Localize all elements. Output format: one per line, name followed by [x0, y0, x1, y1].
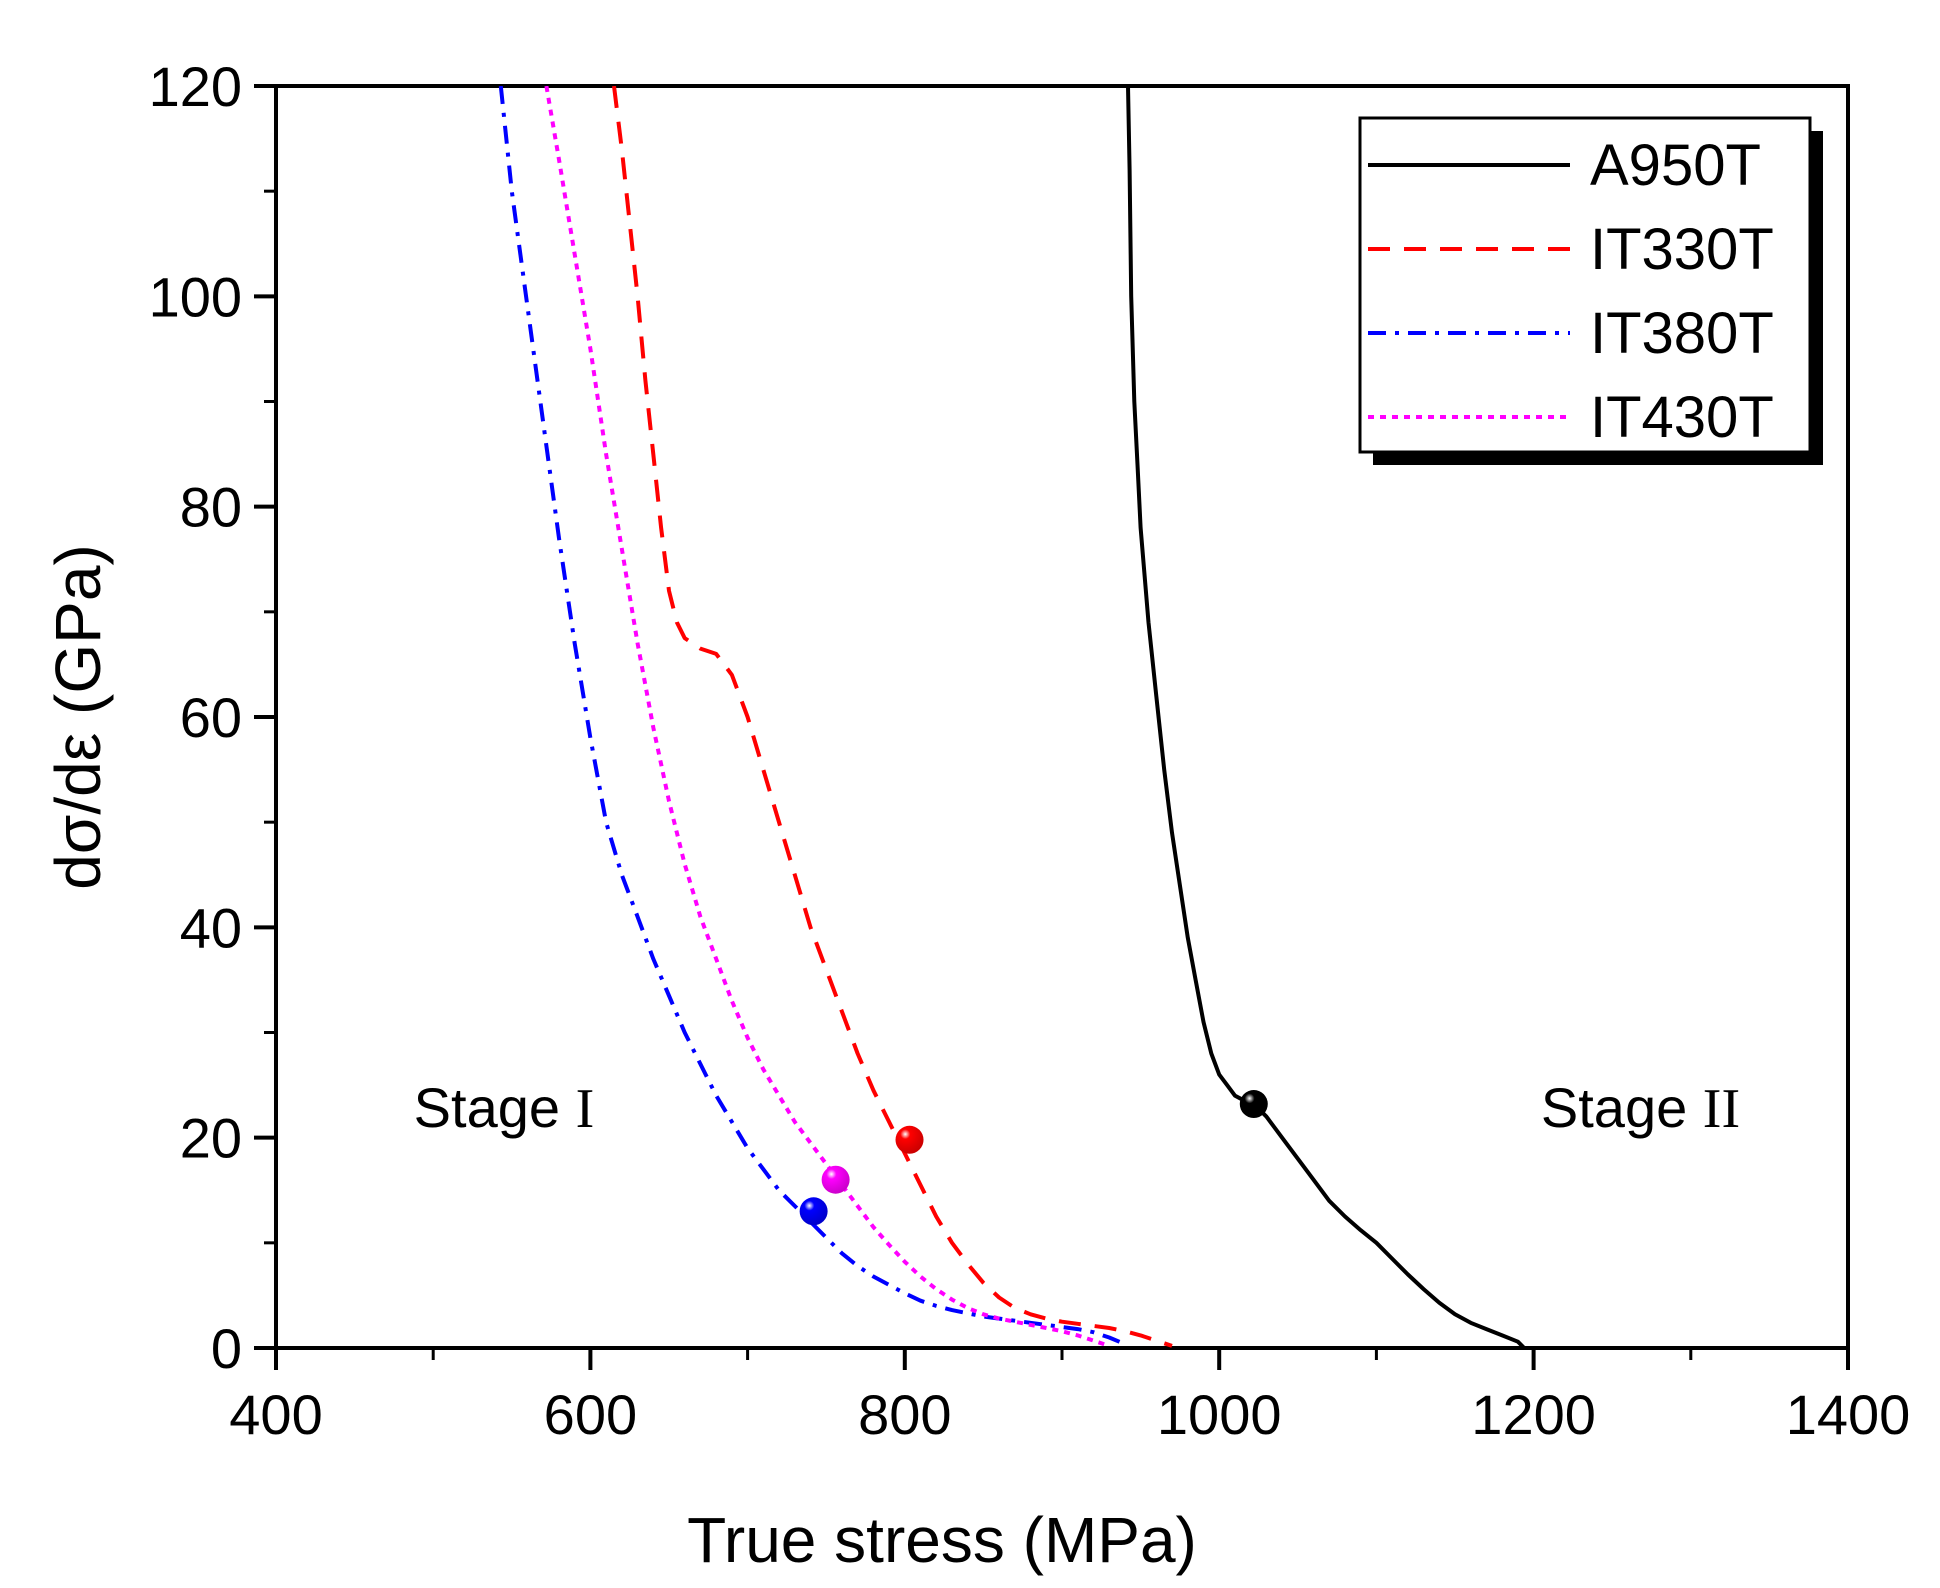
legend-label-it430t: IT430T — [1590, 385, 1774, 450]
x-axis-title: True stress (MPa) — [687, 1504, 1197, 1576]
x-tick-label: 400 — [229, 1383, 322, 1446]
legend: A950T IT330T IT380T IT430T — [1358, 116, 1823, 465]
series-line-it330t — [612, 86, 1173, 1348]
stage-label: Stage I — [414, 1076, 595, 1140]
x-tick-label: 1400 — [1786, 1383, 1911, 1446]
legend-label-a950t: A950T — [1590, 133, 1761, 198]
marker-layer — [799, 1090, 1268, 1226]
legend-items: A950T IT330T IT380T IT430T — [1368, 133, 1774, 450]
tick-layer: 400 600 800 1000 1200 1400 0 20 40 60 80 100 120 — [149, 55, 1911, 1446]
x-tick-label: 1000 — [1157, 1383, 1282, 1446]
stage-numeral: I — [576, 1078, 595, 1140]
y-tick-label: 20 — [180, 1107, 242, 1170]
transition-point-it430t — [821, 1165, 850, 1194]
annotation-layer: Stage I Stage II — [414, 1076, 1740, 1140]
legend-label-it380t: IT380T — [1590, 301, 1774, 366]
x-tick-label: 1200 — [1471, 1383, 1596, 1446]
legend-box — [1358, 116, 1812, 454]
stage-numeral: II — [1703, 1078, 1740, 1140]
y-tick-label: 40 — [180, 896, 242, 959]
stage-label: Stage II — [1541, 1076, 1740, 1140]
stage-word: Stage — [414, 1076, 576, 1139]
y-axis-title: dσ/dε (GPa) — [42, 544, 114, 889]
series-line-it430t — [544, 86, 1110, 1348]
x-tick-label: 600 — [544, 1383, 637, 1446]
transition-point-it380t — [799, 1197, 828, 1226]
y-tick-label: 100 — [149, 265, 242, 328]
series-line-it380t — [498, 86, 1123, 1345]
y-tick-label: 60 — [180, 686, 242, 749]
transition-point-it330t — [895, 1125, 924, 1154]
legend-label-it330t: IT330T — [1590, 217, 1774, 282]
y-tick-label: 80 — [180, 476, 242, 539]
y-tick-label: 0 — [211, 1317, 242, 1380]
x-tick-label: 800 — [858, 1383, 951, 1446]
stage-word: Stage — [1541, 1076, 1703, 1139]
y-tick-label: 120 — [149, 55, 242, 118]
transition-point-a950t — [1239, 1090, 1268, 1119]
